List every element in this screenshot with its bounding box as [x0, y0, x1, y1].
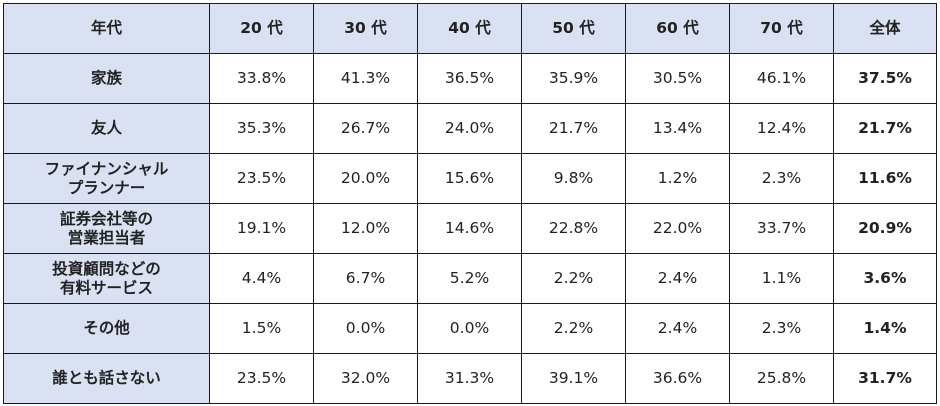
value-cell: 2.2% — [521, 253, 626, 304]
total-cell: 3.6% — [833, 253, 937, 304]
value-cell: 22.0% — [625, 203, 730, 254]
value-cell: 13.4% — [625, 103, 730, 154]
row-label-line: ファイナンシャル — [44, 159, 169, 178]
value-cell: 9.8% — [521, 153, 626, 204]
value-cell: 23.5% — [209, 153, 314, 204]
value-cell: 25.8% — [729, 353, 834, 404]
header-cell-20s: 20 代 — [209, 3, 314, 54]
total-cell: 20.9% — [833, 203, 937, 254]
value-cell: 2.4% — [625, 253, 730, 304]
row-label-line: 家族 — [90, 69, 122, 87]
table-body: 家族 33.8% 41.3% 36.5% 35.9% 30.5% 46.1% 37.5% 友人 3… — [3, 53, 937, 404]
table-row: 友人 35.3% 26.7% 24.0% 21.7% 13.4% 12.4% 21.7% — [3, 103, 937, 154]
total-cell: 1.4% — [833, 303, 937, 354]
value-cell: 39.1% — [521, 353, 626, 404]
value-cell: 35.3% — [209, 103, 314, 154]
row-label: ファイナンシャル プランナー — [3, 153, 210, 204]
value-cell: 0.0% — [417, 303, 522, 354]
row-label-line: 誰とも話さない — [52, 369, 161, 387]
value-cell: 46.1% — [729, 53, 834, 104]
value-cell: 4.4% — [209, 253, 314, 304]
value-cell: 33.7% — [729, 203, 834, 254]
value-cell: 2.2% — [521, 303, 626, 354]
row-label-line: プランナー — [67, 178, 146, 197]
row-label-line: 営業担当者 — [67, 228, 146, 247]
value-cell: 36.5% — [417, 53, 522, 104]
header-cell-age: 年代 — [3, 3, 210, 54]
value-cell: 32.0% — [313, 353, 418, 404]
value-cell: 22.8% — [521, 203, 626, 254]
value-cell: 1.5% — [209, 303, 314, 354]
value-cell: 12.4% — [729, 103, 834, 154]
row-label: 証券会社等の 営業担当者 — [3, 203, 210, 254]
value-cell: 21.7% — [521, 103, 626, 154]
table-row: ファイナンシャル プランナー 23.5% 20.0% 15.6% 9.8% 1.2% 2.3%… — [3, 153, 937, 204]
value-cell: 23.5% — [209, 353, 314, 404]
value-cell: 1.2% — [625, 153, 730, 204]
row-label-line: 投資顧問などの — [52, 259, 161, 278]
header-cell-50s: 50 代 — [521, 3, 626, 54]
value-cell: 24.0% — [417, 103, 522, 154]
value-cell: 31.3% — [417, 353, 522, 404]
value-cell: 2.3% — [729, 153, 834, 204]
value-cell: 2.3% — [729, 303, 834, 354]
row-label-line: その他 — [83, 319, 130, 337]
value-cell: 30.5% — [625, 53, 730, 104]
header-cell-30s: 30 代 — [313, 3, 418, 54]
table-row: その他 1.5% 0.0% 0.0% 2.2% 2.4% 2.3% 1.4% — [3, 303, 937, 354]
row-label: その他 — [3, 303, 210, 354]
header-cell-60s: 60 代 — [625, 3, 730, 54]
header-cell-70s: 70 代 — [729, 3, 834, 54]
total-cell: 11.6% — [833, 153, 937, 204]
value-cell: 2.4% — [625, 303, 730, 354]
table-row: 誰とも話さない 23.5% 32.0% 31.3% 39.1% 36.6% 25.8% 31.… — [3, 353, 937, 404]
row-label: 誰とも話さない — [3, 353, 210, 404]
table-row: 家族 33.8% 41.3% 36.5% 35.9% 30.5% 46.1% 37.5% — [3, 53, 937, 104]
value-cell: 41.3% — [313, 53, 418, 104]
value-cell: 15.6% — [417, 153, 522, 204]
header-cell-40s: 40 代 — [417, 3, 522, 54]
value-cell: 26.7% — [313, 103, 418, 154]
value-cell: 12.0% — [313, 203, 418, 254]
row-label-line: 証券会社等の — [59, 209, 153, 228]
value-cell: 0.0% — [313, 303, 418, 354]
row-label-line: 友人 — [90, 119, 122, 137]
total-cell: 21.7% — [833, 103, 937, 154]
value-cell: 6.7% — [313, 253, 418, 304]
value-cell: 19.1% — [209, 203, 314, 254]
header-row: 年代 20 代 30 代 40 代 50 代 60 代 70 代 全体 — [3, 3, 937, 54]
value-cell: 1.1% — [729, 253, 834, 304]
value-cell: 14.6% — [417, 203, 522, 254]
total-cell: 37.5% — [833, 53, 937, 104]
row-label: 友人 — [3, 103, 210, 154]
value-cell: 36.6% — [625, 353, 730, 404]
table-row: 投資顧問などの 有料サービス 4.4% 6.7% 5.2% 2.2% 2.4% 1.1% 3.6… — [3, 253, 937, 304]
row-label: 家族 — [3, 53, 210, 104]
value-cell: 33.8% — [209, 53, 314, 104]
row-label-line: 有料サービス — [59, 278, 153, 297]
row-label: 投資顧問などの 有料サービス — [3, 253, 210, 304]
value-cell: 5.2% — [417, 253, 522, 304]
total-cell: 31.7% — [833, 353, 937, 404]
table-row: 証券会社等の 営業担当者 19.1% 12.0% 14.6% 22.8% 22.0% 33.7… — [3, 203, 937, 254]
header-cell-total: 全体 — [833, 3, 937, 54]
value-cell: 35.9% — [521, 53, 626, 104]
survey-table: 年代 20 代 30 代 40 代 50 代 60 代 70 代 全体 家族 33… — [3, 3, 937, 404]
value-cell: 20.0% — [313, 153, 418, 204]
